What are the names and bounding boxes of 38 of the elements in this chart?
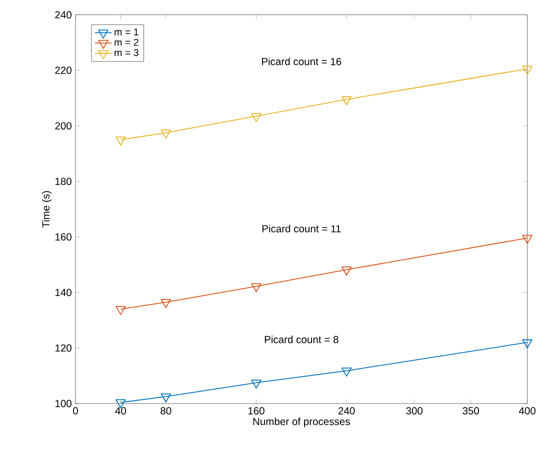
point — [251, 113, 262, 122]
y-tick-label: 240 — [55, 11, 72, 19]
x-tick-label: 350 — [462, 407, 480, 415]
point — [160, 299, 172, 308]
point — [116, 306, 126, 316]
point — [341, 96, 352, 106]
x-tick-label: 240 — [338, 407, 355, 415]
y-tick-label: 180 — [55, 178, 72, 186]
point — [522, 66, 532, 75]
point — [160, 394, 172, 403]
point — [116, 136, 126, 146]
point — [341, 368, 352, 377]
x-tick-label: 80 — [160, 407, 172, 415]
x-tick-label: 400 — [518, 407, 536, 415]
y-tick-label: 160 — [55, 233, 72, 241]
y-tick-label: 220 — [55, 66, 72, 74]
point — [341, 266, 352, 276]
x-tick-label: 300 — [406, 407, 423, 415]
y-tick-label: 140 — [55, 288, 72, 296]
x-tick-label: 40 — [115, 407, 126, 415]
point — [160, 130, 172, 139]
point — [522, 339, 532, 348]
x-tick-label: 0 — [73, 407, 78, 415]
y-tick-label: 200 — [55, 122, 72, 130]
annotation: Picard count = 8 — [264, 336, 338, 344]
legend-label: m = 2 — [114, 38, 138, 46]
x-tick-label: 160 — [248, 407, 264, 415]
x-axis-title: Number of processes — [253, 418, 350, 428]
annotation: Picard count = 11 — [262, 224, 341, 233]
y-axis-title: Time (s) — [42, 191, 52, 228]
y-tick-label: 100 — [55, 400, 72, 408]
point — [251, 283, 262, 292]
legend-label: m = 1 — [114, 28, 138, 36]
legend-label: m = 3 — [114, 49, 138, 56]
y-tick-label: 120 — [55, 344, 72, 352]
point — [522, 235, 532, 244]
point — [251, 380, 262, 389]
annotation: Picard count = 16 — [262, 58, 342, 66]
